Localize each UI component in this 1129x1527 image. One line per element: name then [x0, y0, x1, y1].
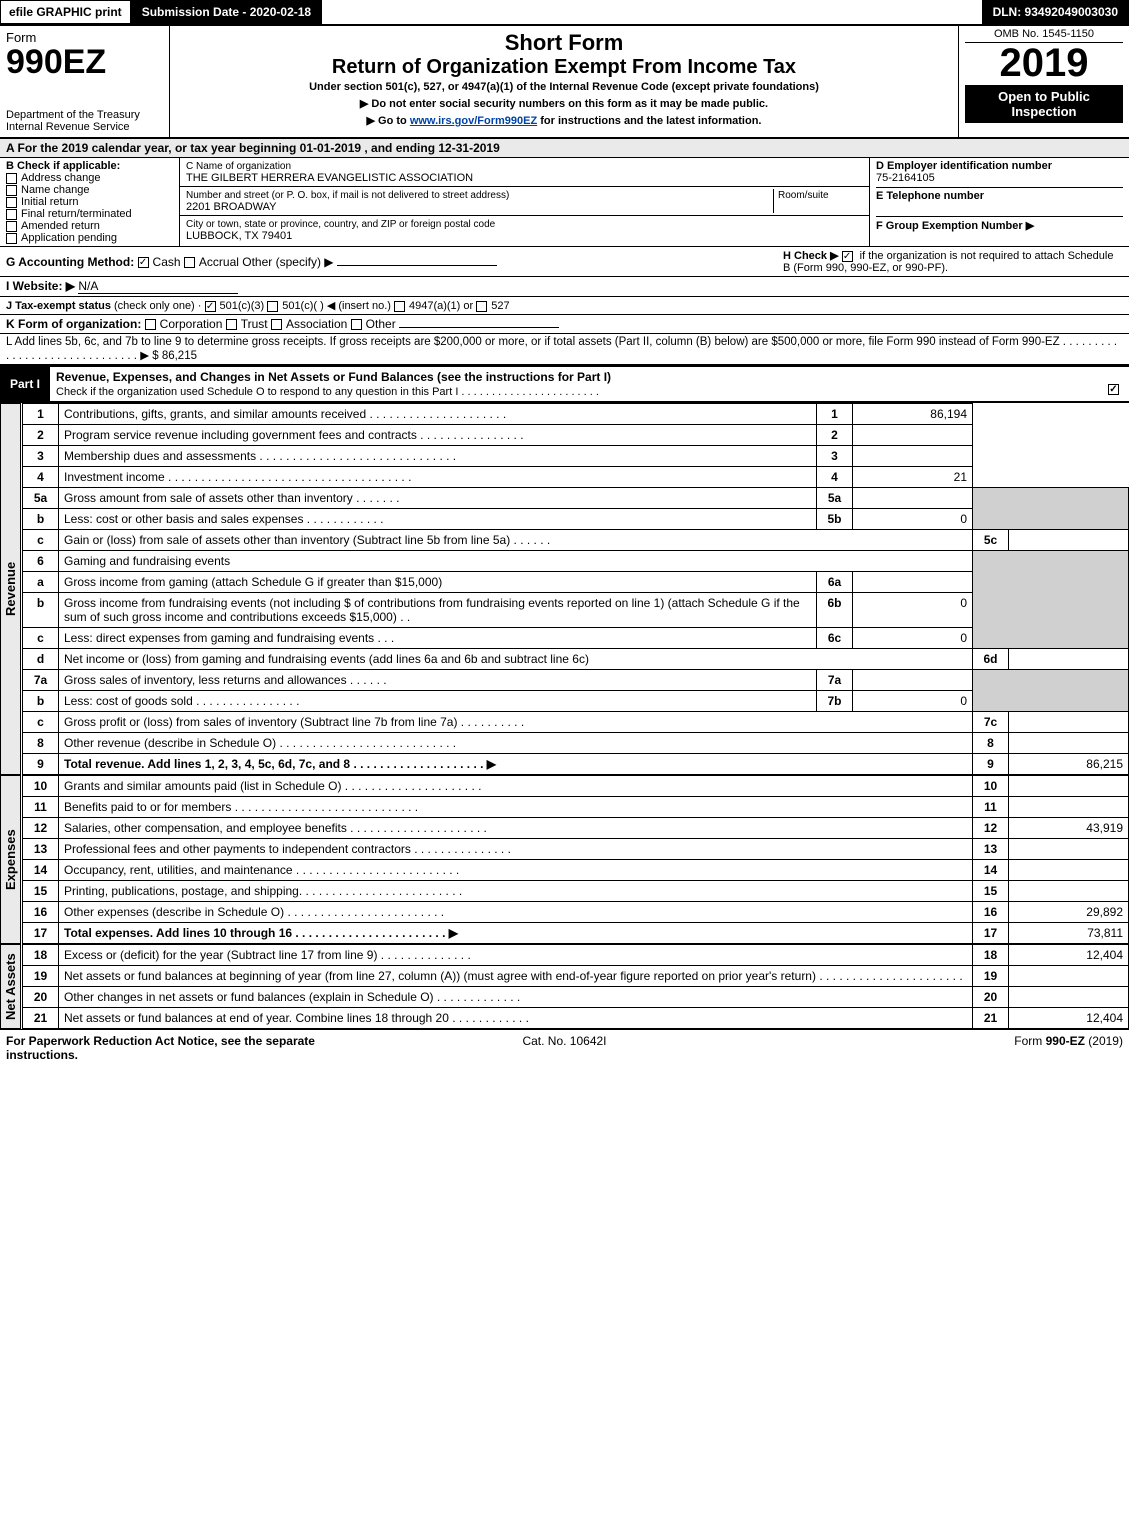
part1-header: Part I Revenue, Expenses, and Changes in… — [0, 365, 1129, 403]
sidebar-netassets: Net Assets — [0, 944, 21, 1029]
ein-value: 75-2164105 — [876, 172, 935, 184]
line-gh: G Accounting Method: Cash Accrual Other … — [0, 247, 1129, 277]
title-short-form: Short Form — [178, 30, 950, 56]
box-b-title: B Check if applicable: — [6, 160, 120, 172]
chk-501c[interactable] — [267, 301, 278, 312]
netassets-section: Net Assets 18Excess or (deficit) for the… — [0, 944, 1129, 1029]
chk-501c3[interactable] — [205, 301, 216, 312]
chk-final-return[interactable] — [6, 209, 17, 220]
opt-name-change: Name change — [21, 184, 90, 196]
part1-check: Check if the organization used Schedule … — [56, 386, 599, 398]
city-label: City or town, state or province, country… — [186, 219, 495, 230]
dln-label: DLN: 93492049003030 — [982, 0, 1129, 24]
opt-501c3: 501(c)(3) — [220, 300, 265, 312]
chk-accrual[interactable] — [184, 257, 195, 268]
chk-initial-return[interactable] — [6, 197, 17, 208]
form-header: Form 990EZ Department of the Treasury In… — [0, 26, 1129, 139]
expenses-table: 10Grants and similar amounts paid (list … — [22, 775, 1129, 944]
chk-h[interactable] — [842, 251, 853, 262]
form-number: 990EZ — [6, 45, 163, 79]
part1-tag: Part I — [0, 374, 50, 394]
opt-other-method: Other (specify) ▶ — [242, 255, 333, 269]
footer-right: Form 990-EZ (2019) — [751, 1034, 1123, 1062]
footer-center: Cat. No. 10642I — [378, 1034, 750, 1062]
opt-501c: 501(c)( ) ◀ (insert no.) — [282, 300, 391, 312]
page-footer: For Paperwork Reduction Act Notice, see … — [0, 1029, 1129, 1066]
opt-corp: Corporation — [160, 317, 223, 331]
revenue-section: Revenue 1Contributions, gifts, grants, a… — [0, 403, 1129, 775]
chk-address-change[interactable] — [6, 173, 17, 184]
opt-final-return: Final return/terminated — [21, 208, 132, 220]
entity-block: B Check if applicable: Address change Na… — [0, 158, 1129, 247]
h-label: H Check ▶ — [783, 250, 839, 262]
box-b: B Check if applicable: Address change Na… — [0, 158, 180, 246]
chk-application-pending[interactable] — [6, 233, 17, 244]
chk-527[interactable] — [476, 301, 487, 312]
j-label: J Tax-exempt status — [6, 300, 111, 312]
chk-name-change[interactable] — [6, 185, 17, 196]
efile-label[interactable]: efile GRAPHIC print — [0, 0, 131, 24]
opt-4947: 4947(a)(1) or — [409, 300, 473, 312]
opt-address-change: Address change — [21, 172, 101, 184]
chk-cash[interactable] — [138, 257, 149, 268]
chk-amended-return[interactable] — [6, 221, 17, 232]
city-value: LUBBOCK, TX 79401 — [186, 230, 292, 242]
room-label: Room/suite — [778, 190, 829, 201]
box-def: D Employer identification number 75-2164… — [869, 158, 1129, 246]
k-label: K Form of organization: — [6, 317, 141, 331]
tax-year: 2019 — [965, 43, 1123, 83]
dept-treasury: Department of the Treasury — [6, 109, 163, 121]
opt-527: 527 — [491, 300, 509, 312]
j-txt: (check only one) · — [114, 300, 201, 312]
chk-4947[interactable] — [394, 301, 405, 312]
line-i: I Website: ▶ N/A — [0, 277, 1129, 297]
g-label: G Accounting Method: — [6, 255, 134, 269]
subtitle-warning: ▶ Do not enter social security numbers o… — [178, 95, 950, 112]
d-label: D Employer identification number — [876, 160, 1052, 172]
opt-initial-return: Initial return — [21, 196, 78, 208]
part1-title: Revenue, Expenses, and Changes in Net As… — [56, 370, 611, 384]
opt-assoc: Association — [286, 317, 347, 331]
chk-assoc[interactable] — [271, 319, 282, 330]
irs-link[interactable]: www.irs.gov/Form990EZ — [410, 115, 537, 127]
website-value: N/A — [78, 279, 238, 294]
subtitle-goto: ▶ Go to www.irs.gov/Form990EZ for instru… — [178, 112, 950, 129]
line-j: J Tax-exempt status (check only one) · 5… — [0, 297, 1129, 315]
revenue-table: 1Contributions, gifts, grants, and simil… — [22, 403, 1129, 775]
line-k: K Form of organization: Corporation Trus… — [0, 315, 1129, 334]
opt-amended-return: Amended return — [21, 220, 100, 232]
line-a-period: A For the 2019 calendar year, or tax yea… — [0, 139, 1129, 158]
chk-corp[interactable] — [145, 319, 156, 330]
chk-other-org[interactable] — [351, 319, 362, 330]
org-name: THE GILBERT HERRERA EVANGELISTIC ASSOCIA… — [186, 172, 473, 184]
subtitle-section: Under section 501(c), 527, or 4947(a)(1)… — [178, 79, 950, 95]
opt-cash: Cash — [153, 255, 181, 269]
opt-other-org: Other — [366, 317, 396, 331]
title-return: Return of Organization Exempt From Incom… — [178, 56, 950, 79]
street-label: Number and street (or P. O. box, if mail… — [186, 190, 509, 201]
sidebar-expenses: Expenses — [0, 775, 21, 944]
goto-pre: ▶ Go to — [367, 115, 410, 127]
c-label: C Name of organization — [186, 161, 291, 172]
open-public-box: Open to Public Inspection — [965, 85, 1123, 123]
sidebar-revenue: Revenue — [0, 403, 21, 775]
topbar: efile GRAPHIC print Submission Date - 20… — [0, 0, 1129, 26]
netassets-table: 18Excess or (deficit) for the year (Subt… — [22, 944, 1129, 1029]
footer-left: For Paperwork Reduction Act Notice, see … — [6, 1034, 378, 1062]
opt-trust: Trust — [241, 317, 268, 331]
chk-trust[interactable] — [226, 319, 237, 330]
line-l: L Add lines 5b, 6c, and 7b to line 9 to … — [0, 334, 1129, 365]
street-value: 2201 BROADWAY — [186, 201, 276, 213]
expenses-section: Expenses 10Grants and similar amounts pa… — [0, 775, 1129, 944]
chk-part1-scho[interactable] — [1108, 384, 1119, 395]
box-c: C Name of organization THE GILBERT HERRE… — [180, 158, 869, 246]
f-label: F Group Exemption Number ▶ — [876, 220, 1034, 232]
opt-accrual: Accrual — [199, 255, 239, 269]
e-label: E Telephone number — [876, 190, 984, 202]
goto-post: for instructions and the latest informat… — [540, 115, 761, 127]
opt-application-pending: Application pending — [21, 232, 117, 244]
irs-label: Internal Revenue Service — [6, 121, 163, 133]
i-label: I Website: ▶ — [6, 279, 75, 293]
submission-date-button[interactable]: Submission Date - 2020-02-18 — [131, 0, 322, 24]
